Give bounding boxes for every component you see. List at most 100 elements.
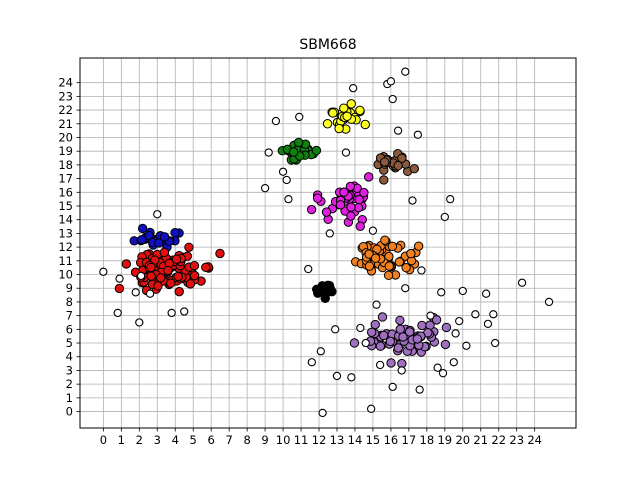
outlier-point [544,297,554,307]
outlier-point [433,363,442,372]
cluster-point [441,322,452,333]
cluster-point [431,315,442,325]
y-tick-label: 19 [58,144,73,158]
outlier-point [135,318,144,327]
x-tick-label: 9 [261,433,268,447]
cluster-point [355,221,365,231]
x-tick-label: 20 [455,433,470,447]
x-tick-label: 17 [402,433,417,447]
x-tick-label: 5 [190,433,197,447]
data-points [99,67,554,418]
outlier-point [347,373,356,382]
cluster-point [201,262,211,273]
outlier-point [115,274,124,283]
cluster-point [409,164,419,174]
cluster-point [346,211,356,221]
outlier-point [332,371,342,381]
outlier-point [318,408,327,418]
outlier-point [325,229,334,238]
outlier-point [426,311,435,320]
cluster-point [293,137,304,148]
cluster-point [394,257,405,267]
outlier-point [284,194,293,204]
cluster-point [328,108,338,118]
y-tick-label: 23 [58,89,73,103]
cluster-point [159,247,170,258]
outlier-point [361,338,370,348]
cluster-point [339,187,349,197]
outlier-point [462,341,471,350]
cluster-point [159,232,170,242]
outlier-point [386,77,396,86]
cluster-point [360,119,370,130]
outlier-point [401,284,410,293]
outlier-point [455,316,464,326]
y-tick-label: 18 [58,158,73,172]
outlier-point [113,308,122,318]
x-tick-label: 24 [527,433,542,447]
cluster-point [321,207,332,217]
cluster-point [363,172,374,182]
y-tick-label: 5 [66,336,73,350]
x-tick-label: 19 [437,433,452,447]
cluster-point [174,286,184,297]
y-tick-label: 14 [58,213,73,227]
x-tick-label: 6 [208,433,215,447]
outlier-point [316,347,325,356]
cluster-point [366,327,377,338]
cluster-point [173,271,183,282]
cluster-point [379,330,389,341]
y-tick-label: 9 [66,281,73,295]
y-tick-label: 20 [58,130,73,144]
cluster-point [395,324,405,334]
outlier-point [131,288,140,297]
cluster-point [146,262,156,273]
cluster-point [166,278,176,288]
outlier-point [341,148,351,157]
cluster-point [377,312,388,322]
cluster-point [375,341,386,351]
cluster-point [387,241,398,252]
x-tick-label: 21 [473,433,488,447]
outlier-point [393,126,403,135]
outlier-point [388,382,397,392]
x-tick-label: 11 [294,433,309,447]
outlier-point [264,148,273,157]
cluster-point [153,281,163,291]
cluster-point [397,153,407,163]
outlier-point [304,264,313,274]
cluster-point [311,145,322,156]
x-tick-label: 7 [225,433,232,447]
x-tick-label: 14 [348,433,363,447]
outlier-point [437,288,446,297]
outlier-point [446,194,455,204]
cluster-point [345,181,356,192]
cluster-point [412,334,422,344]
y-tick-label: 24 [58,76,73,90]
y-tick-label: 4 [66,350,73,364]
outlier-point [331,325,340,334]
cluster-point [346,99,356,109]
cluster-point [384,261,394,271]
cluster-point [215,248,225,259]
outlier-point [153,210,162,219]
outlier-point [451,329,460,338]
y-tick-label: 2 [66,377,73,391]
cluster-point [346,202,356,212]
cluster-point [334,123,344,134]
y-tick-label: 3 [66,363,73,377]
cluster-point [170,228,180,238]
outlier-point [397,366,406,375]
cluster-point [401,263,411,273]
x-tick-label: 3 [154,433,161,447]
cluster-point [185,279,196,289]
cluster-point [359,187,369,198]
cluster-point [154,238,164,248]
outlier-point [295,112,304,122]
cluster-point [146,271,156,281]
x-tick-label: 16 [384,433,399,447]
cluster-point [137,235,147,245]
outlier-point [167,308,176,318]
cluster-point [393,343,403,353]
